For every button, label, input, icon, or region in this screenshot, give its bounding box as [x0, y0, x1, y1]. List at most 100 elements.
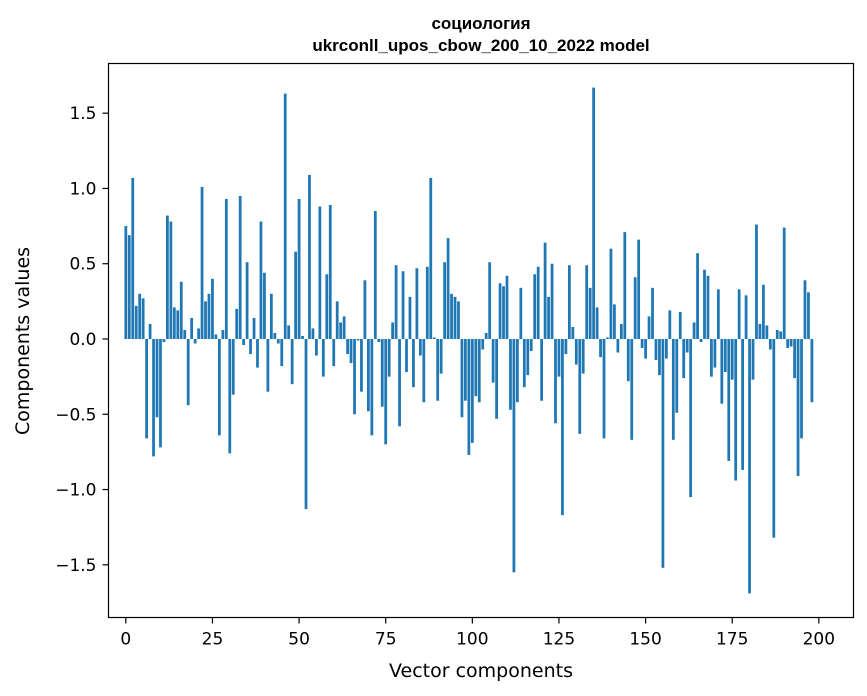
bar-108 [498, 283, 502, 339]
bar-88 [429, 177, 433, 339]
x-tick-label: 125 [543, 630, 575, 650]
bar-164 [692, 322, 696, 339]
bar-133 [585, 265, 589, 339]
bar-53 [308, 174, 311, 339]
bar-185 [765, 325, 769, 339]
bar-23 [204, 301, 207, 339]
x-tick-label: 50 [288, 630, 310, 650]
bar-182 [755, 224, 758, 339]
bar-156 [665, 338, 668, 359]
bar-135 [592, 87, 595, 339]
bar-24 [207, 293, 211, 339]
bar-58 [325, 274, 329, 339]
bar-175 [730, 338, 734, 380]
bar-2 [131, 177, 135, 339]
bar-149 [640, 338, 644, 349]
bar-9 [155, 338, 159, 418]
bar-181 [751, 338, 755, 380]
bar-85 [418, 338, 422, 356]
bar-54 [311, 328, 315, 339]
bar-94 [450, 293, 453, 339]
bar-195 [800, 338, 803, 439]
y-axis: −1.5 −1.0 −0.5 0.0 0.5 1.0 1.5 [55, 104, 109, 576]
bar-30 [228, 338, 232, 454]
bar-174 [727, 338, 731, 461]
y-tick-label: 0.0 [69, 330, 96, 350]
bar-170 [713, 338, 717, 368]
bar-89 [432, 337, 436, 339]
bar-137 [599, 338, 602, 358]
bar-132 [581, 338, 585, 374]
bar-139 [606, 337, 609, 339]
bar-29 [224, 198, 228, 339]
y-tick-label: −1.5 [55, 556, 96, 576]
chart-title: социология [431, 14, 530, 33]
bar-127 [564, 338, 568, 355]
bar-55 [315, 338, 318, 356]
bar-69 [363, 280, 367, 339]
bar-124 [554, 338, 557, 424]
bar-130 [574, 338, 578, 365]
bar-117 [529, 338, 533, 352]
bar-173 [723, 338, 727, 373]
bar-169 [710, 338, 713, 377]
bar-100 [470, 338, 474, 443]
bar-60 [332, 338, 336, 367]
bar-177 [737, 289, 741, 339]
bar-167 [703, 269, 706, 339]
x-axis-label: Vector components [389, 660, 573, 682]
bar-109 [502, 286, 505, 339]
bar-186 [768, 338, 772, 350]
bar-113 [516, 338, 519, 403]
bar-123 [550, 263, 554, 339]
bar-33 [238, 195, 242, 339]
bar-106 [491, 338, 495, 383]
bar-121 [543, 242, 547, 339]
x-tick-label: 0 [120, 630, 131, 650]
bar-178 [741, 338, 744, 470]
bar-197 [807, 292, 810, 339]
bar-82 [408, 296, 412, 339]
bar-98 [464, 338, 467, 401]
bar-192 [789, 338, 793, 347]
x-tick-label: 25 [202, 630, 224, 650]
bar-77 [391, 322, 395, 339]
y-tick-label: −0.5 [55, 405, 96, 425]
bar-95 [453, 296, 457, 339]
bar-189 [779, 331, 783, 339]
bar-74 [380, 338, 384, 407]
bar-104 [484, 332, 488, 339]
bar-166 [699, 338, 703, 342]
bar-10 [159, 338, 162, 448]
bar-131 [578, 338, 582, 434]
bar-116 [526, 338, 530, 376]
bar-78 [394, 265, 398, 339]
bar-193 [793, 338, 796, 379]
bar-176 [734, 338, 738, 481]
bar-151 [647, 316, 651, 339]
bar-140 [609, 248, 613, 339]
bar-57 [321, 338, 325, 377]
bar-71 [370, 338, 374, 436]
bar-64 [346, 338, 349, 355]
y-axis-label: Components values [12, 247, 34, 435]
bar-59 [328, 205, 332, 339]
bar-91 [439, 338, 443, 374]
bar-171 [716, 289, 720, 339]
bar-44 [276, 338, 280, 344]
bar-134 [588, 287, 592, 339]
bar-102 [477, 338, 481, 403]
bar-187 [772, 338, 776, 538]
bar-160 [678, 311, 682, 339]
bar-70 [367, 338, 370, 412]
y-tick-label: 0.5 [69, 255, 96, 275]
bar-87 [425, 266, 429, 339]
bar-46 [283, 93, 287, 339]
bar-179 [744, 295, 748, 339]
bar-191 [786, 338, 790, 349]
bar-13 [169, 221, 173, 339]
bar-101 [474, 338, 478, 397]
bar-159 [675, 338, 679, 413]
bar-40 [263, 272, 266, 339]
bar-4 [138, 293, 142, 339]
